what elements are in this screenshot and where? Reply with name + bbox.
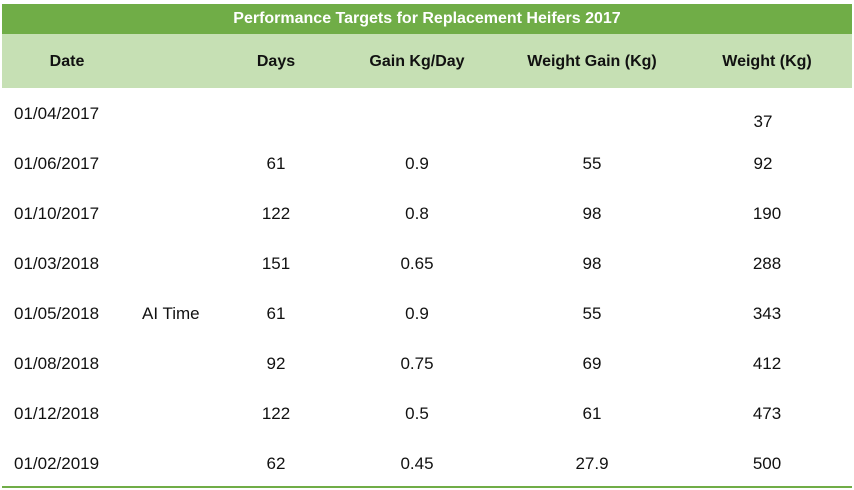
- cell-weight: 190: [752, 204, 782, 223]
- cell-weight: 473: [752, 404, 782, 423]
- cell-note: [142, 339, 222, 389]
- cell-note: [142, 89, 222, 139]
- cell-note: [142, 439, 222, 489]
- cell-note: [142, 239, 222, 289]
- cell-note: AI Time: [142, 304, 200, 323]
- table-row: 01/04/2017 37: [2, 89, 852, 139]
- cell-gain: 0.9: [405, 154, 429, 173]
- cell-gain: 0.65: [400, 254, 434, 273]
- cell-weight-gain: 55: [582, 154, 602, 173]
- cell-note: [142, 189, 222, 239]
- cell-weight-gain: 61: [582, 404, 602, 423]
- table-row: 01/10/2017 122 0.8 98 190: [2, 189, 852, 239]
- cell-weight: 92: [753, 154, 773, 173]
- cell-weight: 288: [752, 254, 782, 273]
- table-title: Performance Targets for Replacement Heif…: [2, 4, 852, 34]
- cell-date: 01/10/2017: [14, 204, 100, 223]
- cell-days: 92: [266, 354, 286, 373]
- cell-days: 151: [261, 254, 291, 273]
- cell-days: 122: [261, 204, 291, 223]
- cell-note: [142, 389, 222, 439]
- header-weight: Weight (Kg): [722, 53, 812, 70]
- cell-weight-gain: [512, 89, 672, 139]
- cell-date: 01/12/2018: [14, 404, 100, 423]
- table-row: 01/06/2017 61 0.9 55 92: [2, 139, 852, 189]
- cell-days: [236, 89, 316, 139]
- cell-gain: 0.45: [400, 454, 434, 473]
- table-row: 01/03/2018 151 0.65 98 288: [2, 239, 852, 289]
- cell-gain: 0.8: [405, 204, 429, 223]
- cell-weight-gain: 27.9: [575, 454, 609, 473]
- cell-days: 61: [266, 154, 286, 173]
- cell-date: 01/03/2018: [14, 254, 100, 273]
- cell-gain: 0.5: [405, 404, 429, 423]
- cell-date: 01/06/2017: [14, 154, 100, 173]
- header-days: Days: [256, 53, 296, 70]
- table-row: 01/05/2018 AI Time 61 0.9 55 343: [2, 289, 852, 339]
- cell-gain: [362, 89, 472, 139]
- cell-weight: 412: [752, 354, 782, 373]
- cell-weight: 343: [752, 304, 782, 323]
- cell-days: 122: [261, 404, 291, 423]
- cell-note: [142, 139, 222, 189]
- table-row: 01/08/2018 92 0.75 69 412: [2, 339, 852, 389]
- cell-days: 61: [266, 304, 286, 323]
- cell-weight: 500: [752, 454, 782, 473]
- cell-days: 62: [266, 454, 286, 473]
- header-date: Date: [49, 53, 85, 70]
- cell-weight: 37: [753, 112, 773, 131]
- cell-date: 01/05/2018: [14, 304, 100, 323]
- cell-weight-gain: 98: [582, 254, 602, 273]
- cell-weight-gain: 98: [582, 204, 602, 223]
- header-weight-gain: Weight Gain (Kg): [527, 53, 657, 70]
- cell-weight-gain: 69: [582, 354, 602, 373]
- table-header-row: Date Days Gain Kg/Day Weight Gain (Kg) W…: [2, 34, 852, 88]
- header-gain-kg-per-day: Gain Kg/Day: [369, 53, 465, 70]
- cell-date: 01/02/2019: [14, 454, 100, 473]
- table-bottom-rule: [2, 486, 852, 488]
- cell-date: 01/08/2018: [14, 354, 100, 373]
- cell-gain: 0.75: [400, 354, 434, 373]
- cell-gain: 0.9: [405, 304, 429, 323]
- cell-weight-gain: 55: [582, 304, 602, 323]
- table-row: 01/12/2018 122 0.5 61 473: [2, 389, 852, 439]
- cell-date: 01/04/2017: [14, 104, 100, 123]
- table-row: 01/02/2019 62 0.45 27.9 500: [2, 439, 852, 489]
